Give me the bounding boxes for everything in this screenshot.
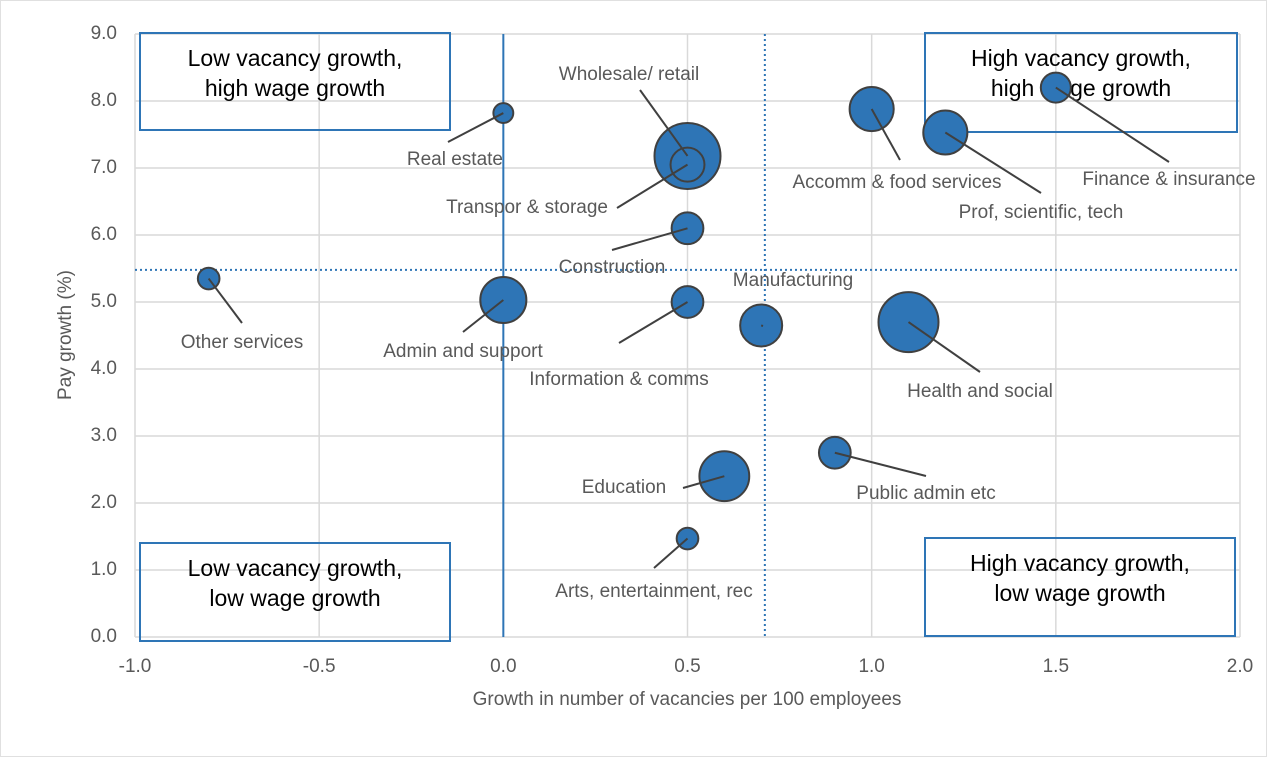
data-label: Admin and support <box>383 341 543 362</box>
y-tick-label: 7.0 <box>91 157 117 178</box>
leader-line <box>611 227 688 251</box>
leader-line <box>907 321 981 373</box>
bubble <box>670 211 705 246</box>
quadrant-label: Low vacancy growth, <box>188 555 403 581</box>
data-label: Accomm & food services <box>792 172 1001 193</box>
leader-line <box>944 131 1042 194</box>
y-tick-label: 9.0 <box>91 23 117 44</box>
leaders <box>207 86 1170 569</box>
quadrant-box <box>139 32 451 131</box>
y-tick-label: 4.0 <box>91 358 117 379</box>
leader-line <box>653 537 689 569</box>
x-tick-label: 1.0 <box>858 656 884 677</box>
x-tick-label: 1.5 <box>1043 656 1069 677</box>
x-tick-label: 2.0 <box>1227 656 1253 677</box>
quadrant-label: high wage growth <box>991 75 1171 101</box>
data-label: Construction <box>559 257 666 278</box>
data-label: Manufacturing <box>733 270 853 291</box>
leader-line <box>639 89 689 157</box>
quadrant-label: high wage growth <box>205 75 385 101</box>
data-label: Public admin etc <box>856 483 995 504</box>
data-label: Health and social <box>907 381 1053 402</box>
quadrant-label: High vacancy growth, <box>971 45 1191 71</box>
y-tick-label: 1.0 <box>91 559 117 580</box>
y-tick-label: 2.0 <box>91 492 117 513</box>
x-tick-label: 0.5 <box>674 656 700 677</box>
leader-line <box>618 301 689 344</box>
leader-line <box>447 112 504 143</box>
data-label: Transpor & storage <box>446 197 608 218</box>
leader-line <box>870 108 901 161</box>
y-tick-label: 5.0 <box>91 291 117 312</box>
data-label: Real estate <box>407 149 503 170</box>
x-tick-label: -1.0 <box>119 656 152 677</box>
quadrant-label: low wage growth <box>994 580 1165 606</box>
bubble <box>848 85 895 133</box>
y-tick-label: 8.0 <box>91 90 117 111</box>
data-label: Wholesale/ retail <box>559 64 699 85</box>
leader-line <box>207 277 243 324</box>
quadrant-label: High vacancy growth, <box>970 550 1190 576</box>
data-label: Finance & insurance <box>1082 169 1255 190</box>
y-axis-title: Pay growth (%) <box>55 270 76 400</box>
data-label: Education <box>582 477 667 498</box>
x-tick-label: -0.5 <box>303 656 336 677</box>
x-axis-title: Growth in number of vacancies per 100 em… <box>473 689 902 710</box>
quadrant-box <box>924 537 1236 637</box>
quadrant-box <box>924 32 1238 133</box>
data-label: Other services <box>181 332 303 353</box>
leader-line <box>682 475 725 489</box>
leader-line <box>760 324 764 327</box>
y-tick-label: 3.0 <box>91 425 117 446</box>
x-tick-label: 0.0 <box>490 656 516 677</box>
leader-line <box>1055 86 1170 163</box>
data-label: Prof, scientific, tech <box>959 202 1124 223</box>
bubble <box>669 146 706 183</box>
leader-line <box>834 451 927 477</box>
y-tick-label: 6.0 <box>91 224 117 245</box>
quadrant-label: Low vacancy growth, <box>188 45 403 71</box>
leader-line <box>462 299 504 333</box>
data-label: Information & comms <box>529 369 709 390</box>
quadrant-label: low wage growth <box>209 585 380 611</box>
leader-line <box>616 163 689 209</box>
data-label: Arts, entertainment, rec <box>555 581 752 602</box>
quadrant-box <box>139 542 451 642</box>
y-tick-label: 0.0 <box>91 626 117 647</box>
